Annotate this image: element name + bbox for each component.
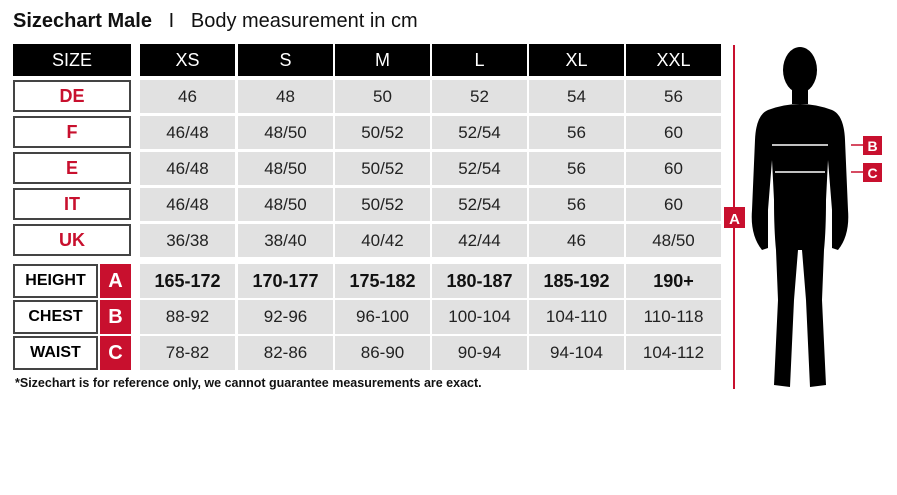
size-system-label: E	[13, 152, 131, 184]
measure-cell: 170-177	[238, 264, 333, 298]
chest-marker	[863, 136, 882, 155]
measure-label: HEIGHT	[13, 264, 98, 298]
measure-cell: 110-118	[626, 300, 721, 334]
measure-cell: 190+	[626, 264, 721, 298]
size-header: XXL	[626, 44, 721, 76]
size-header-label: SIZE	[13, 44, 131, 76]
waist-marker	[863, 163, 882, 182]
size-cell: 52/54	[432, 188, 527, 221]
size-cell: 50/52	[335, 116, 430, 149]
size-system-label: UK	[13, 224, 131, 256]
measure-cell: 88-92	[140, 300, 235, 334]
footnote: *Sizechart is for reference only, we can…	[15, 376, 482, 390]
measure-label: WAIST	[13, 336, 98, 370]
size-cell: 56	[626, 80, 721, 113]
measure-cell: 94-104	[529, 336, 624, 370]
size-cell: 54	[529, 80, 624, 113]
page-title: Sizechart Male I Body measurement in cm	[13, 10, 418, 33]
measure-label: CHEST	[13, 300, 98, 334]
size-header: L	[432, 44, 527, 76]
height-marker-label: A	[729, 211, 740, 228]
measure-cell: 78-82	[140, 336, 235, 370]
size-cell: 42/44	[432, 224, 527, 257]
size-cell: 36/38	[140, 224, 235, 257]
measure-cell: 104-110	[529, 300, 624, 334]
measure-cell: 92-96	[238, 300, 333, 334]
size-cell: 52/54	[432, 116, 527, 149]
size-header: XL	[529, 44, 624, 76]
measure-cell: 82-86	[238, 336, 333, 370]
measure-cell: 90-94	[432, 336, 527, 370]
measure-cell: 86-90	[335, 336, 430, 370]
height-marker	[724, 207, 745, 228]
measure-badge: C	[100, 336, 131, 370]
waist-marker-label: C	[867, 165, 877, 181]
body-figure: A B C	[724, 45, 882, 389]
size-cell: 48	[238, 80, 333, 113]
size-cell: 60	[626, 116, 721, 149]
size-header: M	[335, 44, 430, 76]
size-system-label: DE	[13, 80, 131, 112]
size-cell: 46/48	[140, 116, 235, 149]
measure-badge: A	[100, 264, 131, 298]
size-cell: 46/48	[140, 188, 235, 221]
size-cell: 48/50	[238, 152, 333, 185]
title-bold: Sizechart Male	[13, 10, 152, 32]
size-cell: 40/42	[335, 224, 430, 257]
measure-cell: 180-187	[432, 264, 527, 298]
size-cell: 48/50	[626, 224, 721, 257]
size-cell: 46/48	[140, 152, 235, 185]
measure-cell: 104-112	[626, 336, 721, 370]
measure-cell: 165-172	[140, 264, 235, 298]
size-cell: 50/52	[335, 188, 430, 221]
size-cell: 38/40	[238, 224, 333, 257]
size-cell: 46	[140, 80, 235, 113]
size-cell: 50/52	[335, 152, 430, 185]
size-cell: 60	[626, 188, 721, 221]
silhouette-icon	[751, 47, 849, 387]
size-system-label: F	[13, 116, 131, 148]
size-cell: 50	[335, 80, 430, 113]
measure-cell: 100-104	[432, 300, 527, 334]
size-header: S	[238, 44, 333, 76]
measure-badge: B	[100, 300, 131, 334]
size-cell: 56	[529, 152, 624, 185]
size-cell: 48/50	[238, 116, 333, 149]
measure-cell: 175-182	[335, 264, 430, 298]
size-cell: 56	[529, 188, 624, 221]
size-cell: 52/54	[432, 152, 527, 185]
measure-cell: 96-100	[335, 300, 430, 334]
size-cell: 60	[626, 152, 721, 185]
size-header: XS	[140, 44, 235, 76]
size-cell: 48/50	[238, 188, 333, 221]
size-cell: 46	[529, 224, 624, 257]
size-cell: 56	[529, 116, 624, 149]
measure-cell: 185-192	[529, 264, 624, 298]
chest-marker-label: B	[867, 138, 877, 154]
title-subtitle: Body measurement in cm	[190, 10, 418, 32]
size-system-label: IT	[13, 188, 131, 220]
title-separator: I	[168, 10, 175, 32]
size-cell: 52	[432, 80, 527, 113]
